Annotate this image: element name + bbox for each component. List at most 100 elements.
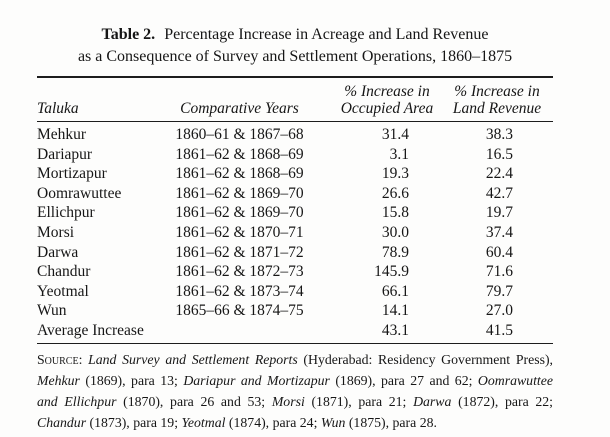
occupied-area-cell: 145.9 — [374, 263, 409, 281]
occupied-area-cell: 66.1 — [381, 282, 409, 300]
header-comparative-years: Comparative Years — [157, 77, 322, 122]
years-cell: 1865–66 & 1874–75 — [175, 302, 304, 320]
occupied-area-cell: 26.6 — [381, 184, 409, 202]
table-header: Taluka Comparative Years % Increase in O… — [37, 77, 553, 122]
table-body: Mehkur 1860–61 & 1867–68 31.4 38.3 Dariapur 1… — [37, 122, 553, 321]
occupied-area-cell: 15.8 — [381, 204, 409, 222]
land-revenue-cell: 19.7 — [485, 204, 513, 222]
occupied-area-cell: 30.0 — [381, 223, 409, 241]
years-cell: 1861–62 & 1872–73 — [175, 263, 304, 281]
table-row: Oomrawuttee 1861–62 & 1869–70 26.6 42.7 — [37, 184, 553, 204]
header-occupied-area: % Increase in Occupied Area — [322, 77, 452, 122]
taluka-cell: Mehkur — [37, 126, 87, 143]
table-row: Yeotmal 1861–62 & 1873–74 66.1 79.7 — [37, 282, 553, 302]
source-note: Source: Land Survey and Settlement Repor… — [37, 349, 553, 433]
table-title-text: Percentage Increase in Acreage and Land … — [164, 26, 489, 43]
average-spacer — [542, 320, 553, 344]
spacer-cell — [542, 223, 553, 243]
source-note-segment: (1874), para 24; — [225, 414, 321, 430]
years-cell: 1861–62 & 1873–74 — [175, 282, 304, 300]
source-note-segment: (1872), para 22; — [451, 393, 554, 409]
header-taluka: Taluka — [37, 77, 157, 122]
spacer-cell — [542, 262, 553, 282]
land-revenue-cell: 16.5 — [485, 145, 513, 163]
taluka-cell: Oomrawuttee — [37, 184, 122, 202]
spacer-cell — [542, 122, 553, 145]
data-table: Taluka Comparative Years % Increase in O… — [37, 76, 553, 344]
average-row: Average Increase 43.1 41.5 — [37, 320, 553, 344]
source-note-segment: Darwa — [413, 393, 452, 409]
land-revenue-cell: 60.4 — [485, 243, 513, 261]
spacer-cell — [542, 164, 553, 184]
source-note-segment: Source: — [37, 351, 83, 367]
table-row: Wun 1865–66 & 1874–75 14.1 27.0 — [37, 301, 553, 321]
average-label: Average Increase — [37, 320, 157, 344]
source-note-segment: Oomrawuttee and Ellichpur — [37, 372, 553, 409]
table-row: Darwa 1861–62 & 1871–72 78.9 60.4 — [37, 243, 553, 263]
land-revenue-cell: 27.0 — [485, 302, 513, 320]
source-note-segment: (1873), para 19; — [86, 414, 182, 430]
table-row: Mortizapur 1861–62 & 1868–69 19.3 22.4 — [37, 164, 553, 184]
table-title-line2: as a Consequence of Survey and Settlemen… — [77, 48, 513, 65]
source-note-segment: (1875), para 28. — [345, 414, 437, 430]
occupied-area-cell: 19.3 — [381, 165, 409, 183]
years-cell: 1860–61 & 1867–68 — [175, 126, 304, 143]
land-revenue-cell: 79.7 — [485, 282, 513, 300]
spacer-cell — [542, 282, 553, 302]
spacer-cell — [542, 243, 553, 263]
table-container: Taluka Comparative Years % Increase in O… — [37, 76, 553, 344]
occupied-area-cell: 31.4 — [381, 126, 409, 143]
header-spacer — [542, 77, 553, 122]
occupied-area-cell: 14.1 — [381, 302, 409, 320]
taluka-cell: Chandur — [37, 263, 91, 281]
table-row: Chandur 1861–62 & 1872–73 145.9 71.6 — [37, 262, 553, 282]
table-row: Ellichpur 1861–62 & 1869–70 15.8 19.7 — [37, 203, 553, 223]
source-note-segment: Morsi — [271, 393, 305, 409]
years-cell: 1861–62 & 1871–72 — [175, 243, 304, 261]
source-note-segment: (1869), para 13; — [79, 372, 184, 388]
source-note-segment: Chandur — [37, 414, 87, 430]
land-revenue-cell: 38.3 — [485, 126, 513, 143]
taluka-cell: Yeotmal — [37, 282, 89, 300]
table-number: Table 2. — [101, 26, 156, 43]
spacer-cell — [542, 184, 553, 204]
table-row: Mehkur 1860–61 & 1867–68 31.4 38.3 — [37, 122, 553, 145]
header-land-revenue: % Increase in Land Revenue — [452, 77, 542, 122]
land-revenue-cell: 22.4 — [485, 165, 513, 183]
years-cell: 1861–62 & 1869–70 — [175, 204, 304, 222]
taluka-cell: Mortizapur — [37, 165, 107, 183]
source-note-segment: Mehkur — [37, 372, 80, 388]
table-row: Dariapur 1861–62 & 1868–69 3.1 16.5 — [37, 145, 553, 165]
source-note-segment: Wun — [320, 414, 346, 430]
table-row: Morsi 1861–62 & 1870–71 30.0 37.4 — [37, 223, 553, 243]
spacer-cell — [542, 203, 553, 223]
years-cell: 1861–62 & 1868–69 — [175, 145, 304, 163]
table-footer-body: Average Increase 43.1 41.5 — [37, 320, 553, 344]
source-note-segment: (1869), para 27 and 62; — [329, 372, 478, 388]
years-cell: 1861–62 & 1869–70 — [175, 184, 304, 202]
source-note-segment: (1871), para 21; — [304, 393, 414, 409]
land-revenue-cell: 71.6 — [485, 263, 513, 281]
taluka-cell: Dariapur — [37, 145, 93, 163]
table-title-line1: Table 2. Percentage Increase in Acreage a… — [0, 24, 590, 46]
land-revenue-cell: 42.7 — [485, 184, 513, 202]
taluka-cell: Morsi — [37, 223, 75, 241]
occupied-area-cell: 78.9 — [381, 243, 409, 261]
taluka-cell: Ellichpur — [37, 204, 95, 222]
header-row: Taluka Comparative Years % Increase in O… — [37, 77, 553, 122]
average-land-revenue: 41.5 — [452, 320, 542, 344]
source-note-segment: (1870), para 26 and 53; — [116, 393, 272, 409]
years-cell: 1861–62 & 1868–69 — [175, 165, 304, 183]
taluka-cell: Wun — [37, 302, 67, 320]
land-revenue-cell: 37.4 — [485, 223, 513, 241]
years-cell: 1861–62 & 1870–71 — [175, 223, 304, 241]
occupied-area-cell: 3.1 — [389, 145, 409, 163]
table-title: Table 2. Percentage Increase in Acreage a… — [0, 24, 590, 68]
average-years-cell — [157, 320, 322, 344]
source-note-segment: Dariapur and Mortizapur — [183, 372, 330, 388]
source-note-segment: Yeotmal — [181, 414, 226, 430]
source-note-segment: (Hyderabad: Residency Government Press), — [297, 351, 553, 367]
source-note-segment: Land Survey and Settlement Reports — [88, 351, 298, 367]
average-occupied-area: 43.1 — [322, 320, 452, 344]
